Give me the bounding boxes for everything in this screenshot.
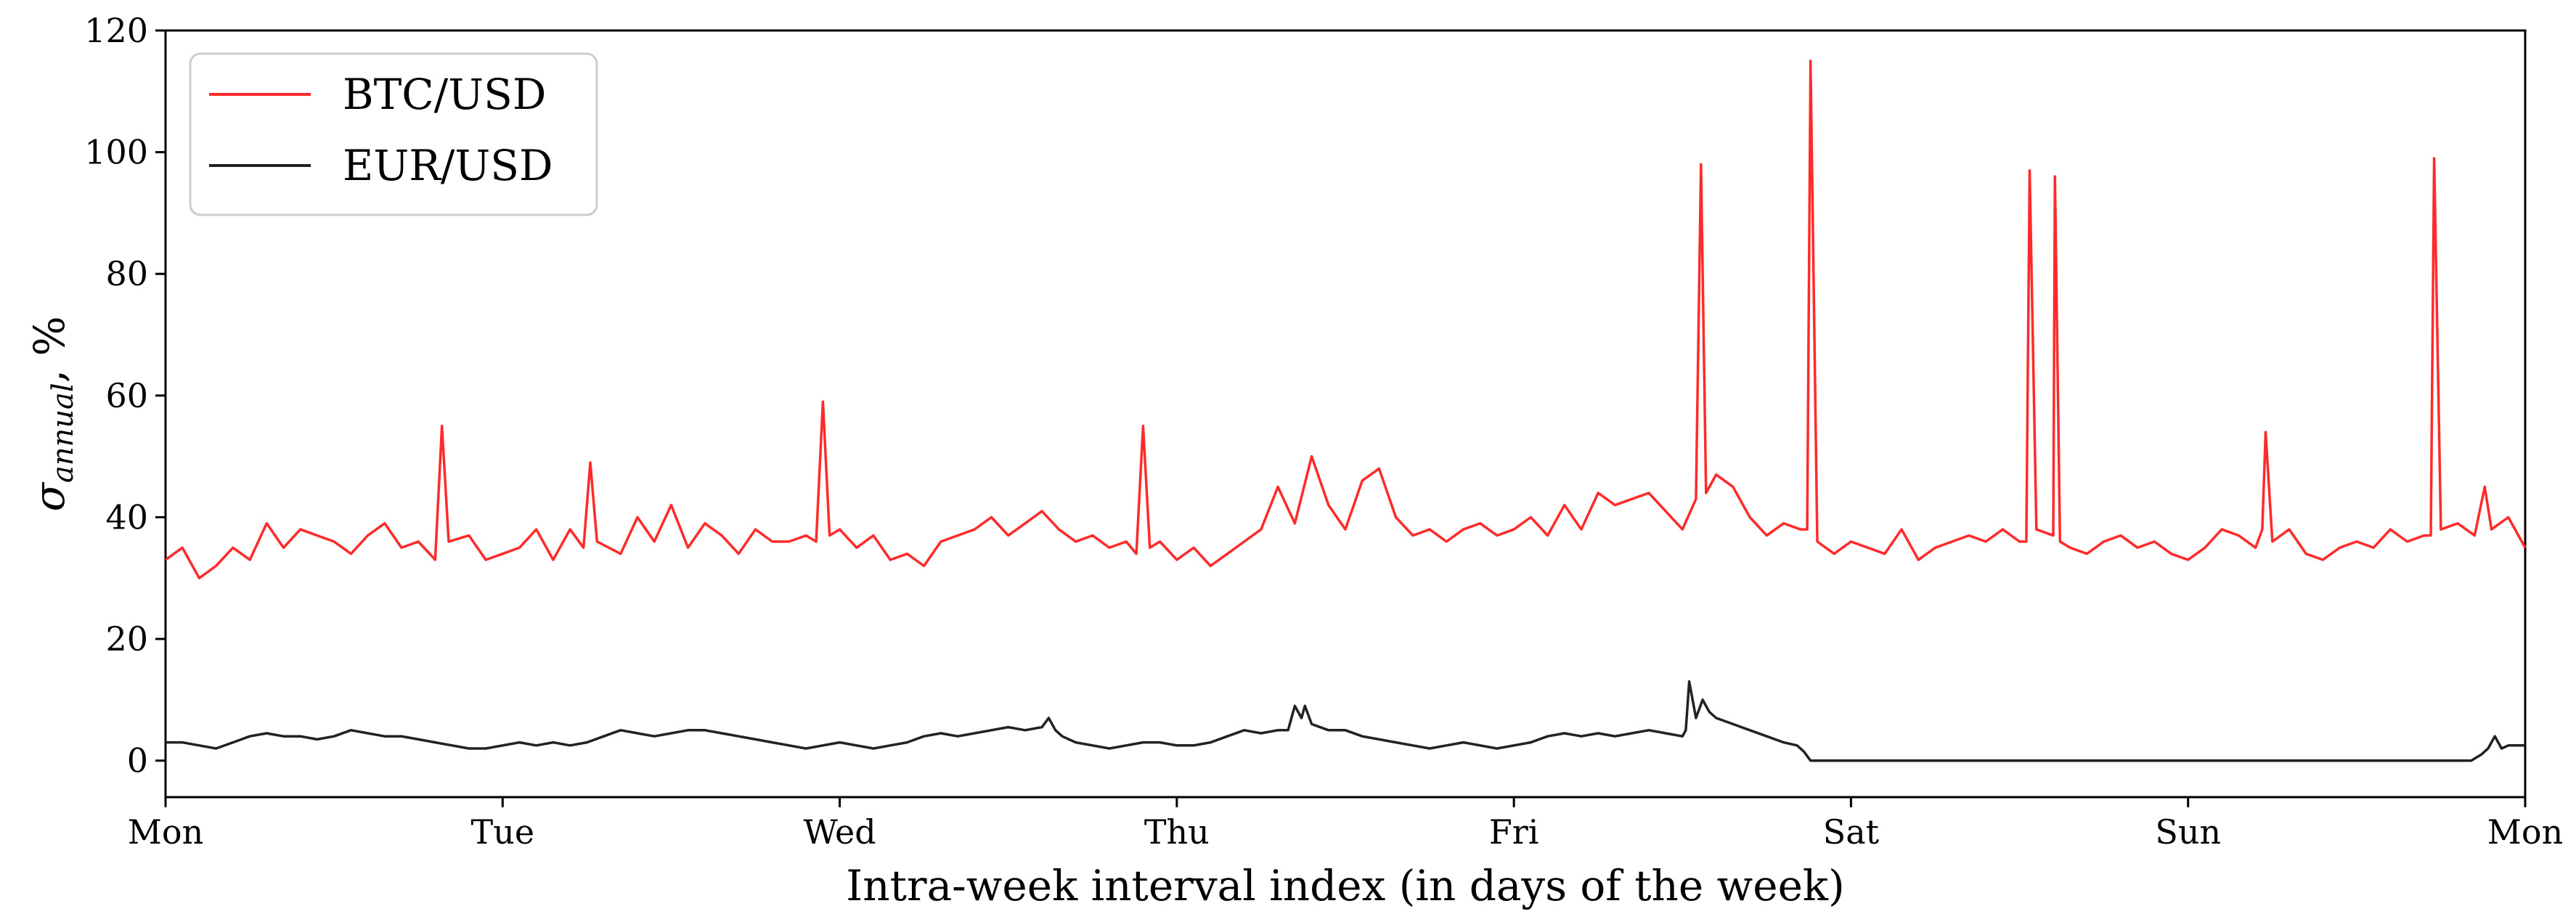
x-tick-label: Tue	[471, 812, 535, 852]
x-tick-label: Wed	[803, 812, 876, 852]
y-tick-label: 20	[105, 619, 148, 658]
y-axis-title: σannual, %	[25, 316, 80, 511]
plot-area	[164, 29, 2527, 799]
plot-frame	[164, 29, 2527, 799]
x-tick-label: Thu	[1144, 812, 1210, 852]
y-axis: 0 20 40 60 80 100 120	[84, 11, 166, 780]
x-tick-label: Sat	[1823, 812, 1880, 852]
x-axis-title: Intra-week interval index (in days of th…	[846, 861, 1844, 910]
legend: BTC/USD EUR/USD	[189, 52, 598, 216]
y-tick-label: 100	[84, 133, 148, 172]
series-line-btc-usd	[164, 60, 2527, 580]
y-tick-label: 40	[105, 497, 148, 537]
y-axis-title-symbol: σ	[25, 482, 74, 512]
series-line-eur-usd	[166, 680, 2525, 762]
x-tick-label: Fri	[1489, 812, 1539, 852]
x-tick-label: Mon	[128, 812, 203, 852]
x-axis: Mon Tue Wed Thu Fri Sat Sun Mon	[128, 797, 2563, 852]
y-tick-label: 80	[105, 254, 148, 293]
y-axis-title-subscript: annual	[46, 383, 80, 483]
y-tick-label: 120	[84, 11, 148, 50]
x-tick-label: Mon	[2487, 812, 2563, 852]
y-axis-title-suffix: , %	[25, 316, 74, 383]
x-tick-label: Sun	[2155, 812, 2221, 852]
legend-label-btc: BTC/USD	[343, 70, 546, 119]
y-tick-label: 60	[105, 376, 148, 415]
series-layer	[164, 60, 2527, 762]
y-tick-label: 0	[127, 741, 148, 780]
legend-label-eur: EUR/USD	[343, 141, 553, 190]
